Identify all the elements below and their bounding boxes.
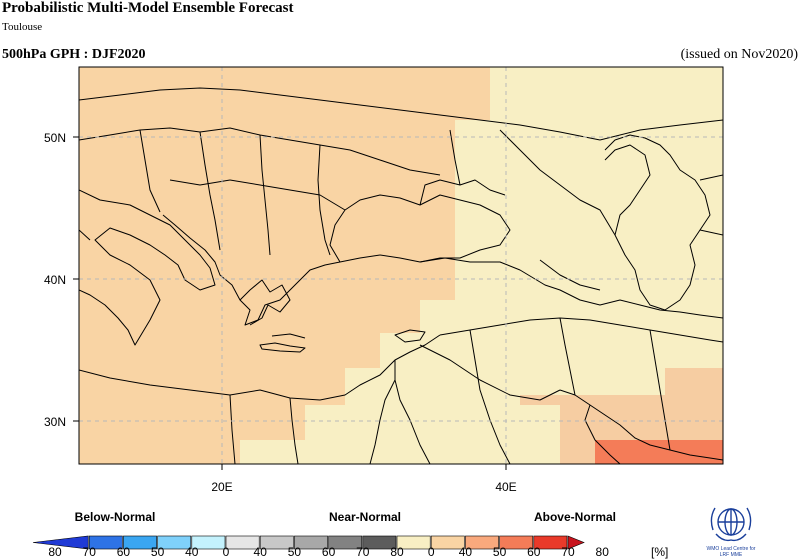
colorbar-cell [294, 535, 328, 550]
colorbar-cell [430, 535, 465, 550]
colorbar-cell [362, 535, 397, 550]
colorbar-cell [157, 535, 192, 550]
colorbar-cell [259, 535, 294, 550]
colorbar-cell [533, 535, 568, 550]
map-frame [78, 66, 724, 465]
colorbar-tick-label: 70 [83, 545, 97, 559]
colorbar-label-below-normal: Below-Normal [75, 510, 156, 524]
wmo-logo-caption: WMO Lead Centre for LRF MME [698, 546, 764, 558]
colorbar-cell [88, 535, 123, 550]
colorbar-cell [396, 535, 431, 550]
colorbar-cell [328, 535, 363, 550]
colorbar-tick-label: 40 [254, 545, 268, 559]
coastlines-and-borders [79, 87, 723, 464]
colorbar-tick-label: 0 [223, 545, 230, 559]
colorbar-label-above-normal: Above-Normal [534, 510, 616, 524]
colorbar-cell [465, 535, 499, 550]
colorbar-unit: [%] [651, 545, 668, 559]
colorbar-cells [32, 535, 585, 550]
colorbar-tick-label: 40 [185, 545, 199, 559]
colorbar-tick-label: 50 [493, 545, 507, 559]
wmo-logo [710, 507, 752, 542]
colorbar-tick-label: 70 [356, 545, 370, 559]
colorbar: Below-Normal Near-Normal Above-Normal 80… [32, 510, 668, 559]
wmo-logo-caption-line2: LRF MME [719, 552, 743, 558]
colorbar-tick-label: 0 [428, 545, 435, 559]
colorbar-label-near-normal: Near-Normal [329, 510, 401, 524]
issue-date: (issued on Nov2020) [680, 47, 798, 62]
colorbar-tick-label: 60 [117, 545, 131, 559]
above-normal-60-70-region [595, 440, 723, 464]
colorbar-tick-label: 80 [390, 545, 404, 559]
colorbar-cell [499, 535, 534, 550]
colorbar-cell [567, 535, 585, 550]
wmo-logo-caption-line1: WMO Lead Centre for [706, 546, 756, 552]
x-tick-label-40e: 40E [495, 480, 516, 494]
colorbar-tick-label: 80 [48, 545, 62, 559]
page-title: Probabilistic Multi-Model Ensemble Forec… [2, 0, 294, 16]
colorbar-cell [32, 535, 89, 550]
gridlines [79, 67, 723, 464]
colorbar-tick-label: 60 [527, 545, 541, 559]
forecast-field-label: 500hPa GPH : DJF2020 [2, 47, 146, 62]
colorbar-tick-label: 40 [459, 545, 473, 559]
above-normal-region [79, 67, 490, 464]
colorbar-tick-label: 60 [322, 545, 336, 559]
y-tick-label-50n: 50N [44, 131, 66, 145]
y-tick-label-40n: 40N [44, 273, 66, 287]
centre-name: Toulouse [2, 21, 43, 33]
colorbar-cell [191, 535, 226, 550]
x-tick-label-20e: 20E [211, 480, 232, 494]
colorbar-cell [123, 535, 157, 550]
colorbar-tick-label: 50 [151, 545, 165, 559]
axis-ticks [73, 136, 507, 470]
probability-shading [79, 67, 723, 464]
colorbar-tick-label: 80 [596, 545, 610, 559]
y-tick-label-30n: 30N [44, 415, 66, 429]
colorbar-tick-label: 50 [288, 545, 302, 559]
colorbar-cell [225, 535, 260, 550]
colorbar-tick-label: 70 [561, 545, 575, 559]
colorbar-ticks: 80 70 60 50 40 0 40 50 60 70 80 0 40 50 60 70 80 [48, 545, 609, 559]
